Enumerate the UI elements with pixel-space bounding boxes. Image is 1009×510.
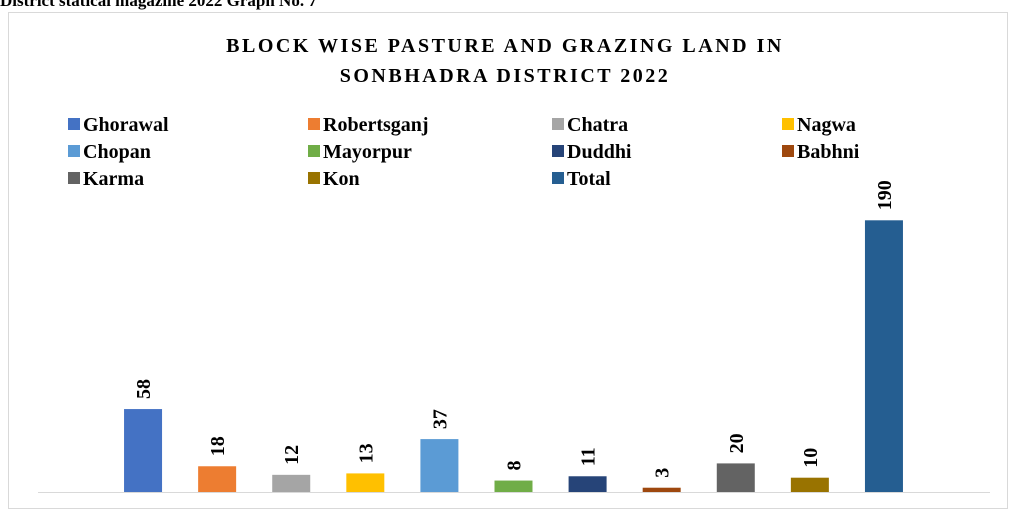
data-label: 13 — [355, 443, 377, 463]
legend-label: Mayorpur — [323, 141, 412, 163]
legend-swatch — [308, 172, 320, 184]
legend-swatch — [68, 172, 80, 184]
legend-label: Ghorawal — [83, 114, 169, 136]
legend-swatch — [68, 145, 80, 157]
chart-title: SONBHADRA DISTRICT 2022 — [340, 65, 671, 87]
bar — [864, 220, 903, 493]
legend-swatch — [308, 118, 320, 130]
data-label: 20 — [726, 433, 748, 453]
bar — [124, 409, 163, 492]
legend-label: Chopan — [83, 141, 151, 163]
bar — [272, 474, 311, 492]
bar — [494, 480, 533, 492]
data-label: 3 — [652, 468, 674, 478]
legend-label: Nagwa — [797, 114, 856, 136]
legend-label: Babhni — [797, 141, 860, 163]
data-label: 10 — [800, 448, 822, 468]
legend-label: Duddhi — [567, 141, 632, 163]
legend-label: Chatra — [567, 114, 628, 136]
legend-swatch — [552, 145, 564, 157]
bar — [568, 476, 607, 492]
data-label: 8 — [504, 461, 526, 471]
legend-swatch — [782, 118, 794, 130]
bar — [198, 466, 237, 492]
bar — [346, 473, 385, 492]
chart-border — [8, 12, 1008, 509]
data-label: 37 — [429, 409, 451, 429]
legend-swatch — [552, 172, 564, 184]
data-label: 190 — [874, 180, 896, 210]
page-header: District statical magazine 2022 Graph No… — [0, 0, 317, 10]
bar — [790, 477, 829, 492]
legend-label: Karma — [83, 168, 144, 190]
legend-swatch — [782, 145, 794, 157]
legend-swatch — [308, 145, 320, 157]
legend-label: Kon — [323, 168, 360, 190]
legend-label: Robertsganj — [323, 114, 429, 136]
legend-swatch — [68, 118, 80, 130]
bar — [642, 487, 681, 492]
bar — [716, 463, 755, 492]
data-label: 18 — [207, 436, 229, 456]
data-label: 12 — [281, 445, 303, 465]
data-label: 11 — [578, 447, 600, 466]
data-label: 58 — [133, 379, 155, 399]
chart-title: BLOCK WISE PASTURE AND GRAZING LAND IN — [226, 35, 784, 57]
bar — [420, 439, 459, 492]
legend-swatch — [552, 118, 564, 130]
legend-label: Total — [567, 168, 611, 190]
